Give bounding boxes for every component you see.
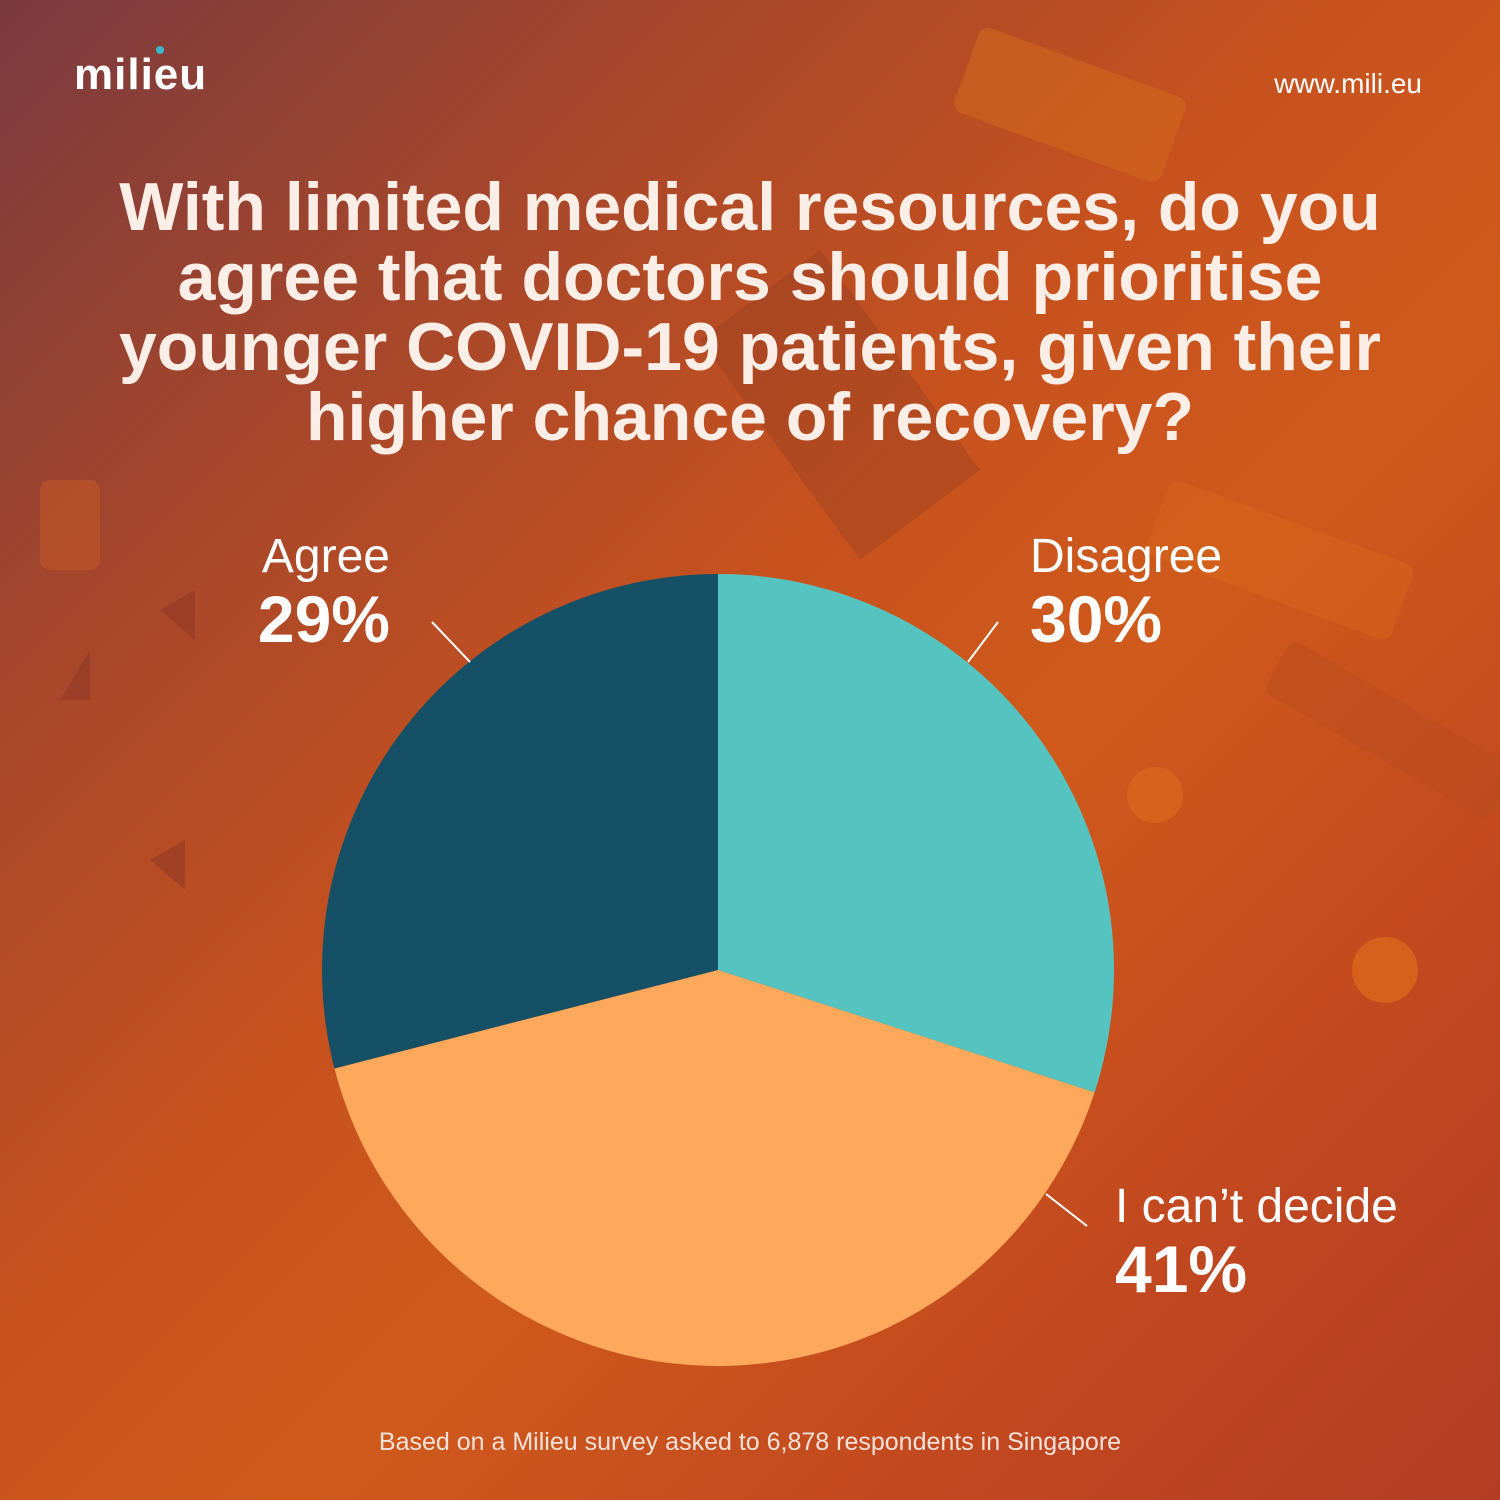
pie-slice-disagree <box>718 574 1114 1093</box>
slice-label: I can’t decide <box>1115 1180 1398 1233</box>
leader-line <box>431 621 471 663</box>
slice-value-label: 30% <box>1030 582 1162 656</box>
website-url: www.mili.eu <box>1274 68 1422 99</box>
slice-label: Disagree <box>1030 530 1222 583</box>
leader-line <box>967 621 999 663</box>
slice-value-label: 41% <box>1115 1232 1247 1306</box>
pie-slice-agree <box>322 574 718 1069</box>
slice-value-label: 29% <box>258 582 390 656</box>
slice-label: Agree <box>262 530 390 583</box>
leader-line <box>1045 1193 1088 1227</box>
milieu-logo: milieu <box>74 46 208 100</box>
logo-dot <box>156 46 164 54</box>
survey-question-title: With limited medical resources, do you a… <box>118 169 1382 455</box>
survey-source-footnote: Based on a Milieu survey asked to 6,878 … <box>378 1428 1122 1456</box>
logo-text: milieu <box>74 50 208 99</box>
pie-slice-i-can-t-decide <box>334 970 1095 1366</box>
